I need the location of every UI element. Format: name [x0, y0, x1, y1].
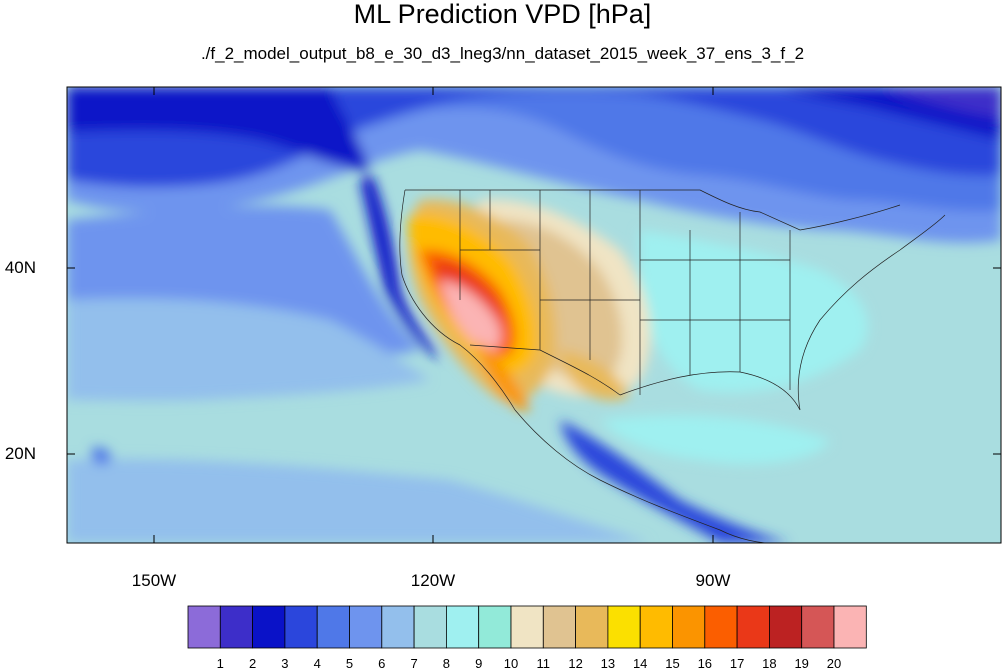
colorbar-tick-label: 12	[568, 656, 583, 671]
vpd-field	[67, 87, 1001, 543]
colorbar-tick-label: 5	[345, 656, 354, 671]
colorbar-swatch	[607, 605, 641, 649]
us-mexico-border	[469, 344, 621, 396]
colorbar-swatch	[510, 605, 544, 649]
colorbar-tick-label: 4	[313, 656, 321, 671]
colorbar-tick-label: 9	[475, 656, 483, 671]
band-hawaii	[92, 447, 112, 465]
colorbar-swatch	[252, 605, 286, 649]
band-texas	[560, 350, 630, 401]
colorbar-tick-label: 11	[536, 656, 551, 671]
colorbar-tick-label: 3	[281, 656, 289, 671]
colorbar-tick-label: 19	[794, 656, 809, 671]
colorbar-swatch	[219, 605, 254, 649]
colorbar-tick-label: 1	[216, 656, 224, 671]
colorbar-tick-label: 20	[826, 656, 842, 671]
colorbar-tick-label: 18	[762, 656, 777, 671]
colorbar	[187, 605, 867, 649]
colorbar-tick-label: 16	[697, 656, 713, 671]
colorbar-swatch	[413, 605, 447, 649]
band-baja	[479, 340, 530, 411]
band-low-north-6	[880, 87, 1001, 118]
colorbar-tick-label: 10	[503, 656, 519, 671]
colorbar-swatch	[801, 605, 835, 649]
colorbar-tick-label: 2	[248, 656, 257, 671]
east-coast	[797, 214, 946, 411]
colorbar-swatch	[639, 605, 673, 649]
band-east-us	[640, 230, 868, 393]
chart-title: ML Prediction VPD [hPa]	[353, 0, 652, 29]
band-gulf	[600, 415, 830, 464]
colorbar-tick-label: 13	[600, 656, 616, 671]
lon-label-120w: 120W	[410, 571, 456, 590]
band-mid-ocean-2	[67, 298, 430, 401]
colorbar-swatch	[736, 605, 770, 649]
colorbar-tick-label: 15	[665, 656, 680, 671]
lat-label-40n: 40N	[4, 258, 36, 277]
colorbar-swatch	[316, 605, 350, 649]
band-low-coast	[360, 175, 440, 360]
colorbar-swatch	[349, 605, 383, 649]
colorbar-swatch	[187, 605, 221, 649]
colorbar-swatch	[833, 605, 867, 649]
political-boundaries	[399, 189, 946, 543]
colorbar-tick-label: 8	[442, 656, 450, 671]
lon-label-90w: 90W	[695, 571, 731, 590]
us-canada-border	[405, 189, 901, 231]
colorbar-swatch	[284, 605, 318, 649]
colorbar-swatch	[381, 605, 415, 649]
colorbar-swatch	[704, 605, 738, 649]
colorbar-swatch	[672, 605, 706, 649]
lat-label-20n: 20N	[4, 444, 36, 463]
band-south-ocean	[67, 459, 650, 543]
gulf-coast	[619, 371, 801, 411]
axis-ticks	[67, 87, 1001, 543]
us-coastline-west	[399, 189, 516, 411]
colorbar-swatch	[575, 605, 609, 649]
band-low-north-4	[67, 87, 370, 170]
lon-label-150w: 150W	[131, 571, 177, 590]
band-west-20	[440, 280, 502, 352]
colorbar-swatch	[478, 605, 512, 649]
colorbar-tick-label: 17	[729, 656, 745, 671]
colorbar-tick-label: 6	[378, 656, 386, 671]
colorbar-swatch	[769, 605, 803, 649]
colorbar-tick-label: 14	[632, 656, 648, 671]
chart-subtitle: ./f_2_model_output_b8_e_30_d3_lneg3/nn_d…	[200, 44, 805, 63]
colorbar-swatch	[542, 605, 576, 649]
colorbar-tick-label: 7	[410, 656, 418, 671]
state-lines	[459, 190, 791, 395]
colorbar-swatch	[445, 605, 480, 649]
mexico-coast	[514, 409, 771, 543]
map-frame	[66, 86, 1002, 544]
